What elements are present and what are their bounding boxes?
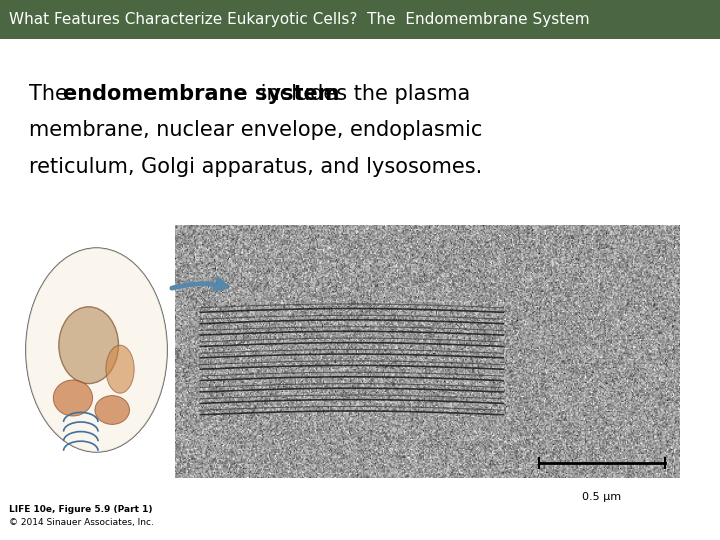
Text: membrane, nuclear envelope, endoplasmic: membrane, nuclear envelope, endoplasmic <box>29 120 482 140</box>
Ellipse shape <box>53 380 93 416</box>
Text: reticulum, Golgi apparatus, and lysosomes.: reticulum, Golgi apparatus, and lysosome… <box>29 157 482 177</box>
Text: The: The <box>29 84 74 104</box>
Text: © 2014 Sinauer Associates, Inc.: © 2014 Sinauer Associates, Inc. <box>9 517 153 526</box>
Ellipse shape <box>59 307 119 383</box>
Text: includes the plasma: includes the plasma <box>254 84 470 104</box>
Text: LIFE 10e, Figure 5.9 (Part 1): LIFE 10e, Figure 5.9 (Part 1) <box>9 505 152 514</box>
Ellipse shape <box>26 248 167 452</box>
Ellipse shape <box>95 396 130 424</box>
Text: endomembrane system: endomembrane system <box>63 84 340 104</box>
Text: What Features Characterize Eukaryotic Cells?  The  Endomembrane System: What Features Characterize Eukaryotic Ce… <box>9 12 589 27</box>
Text: 0.5 μm: 0.5 μm <box>582 491 621 502</box>
Ellipse shape <box>106 345 134 393</box>
FancyArrowPatch shape <box>172 279 226 289</box>
